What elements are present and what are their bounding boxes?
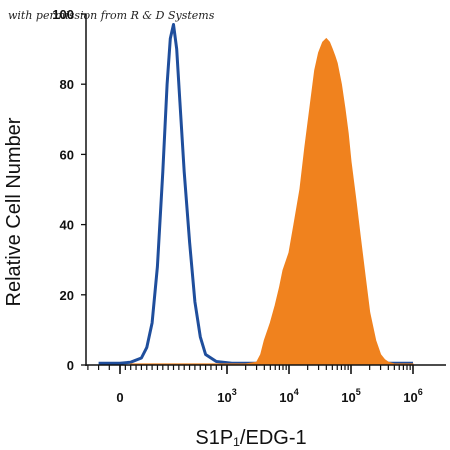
y-tick-label: 40	[60, 218, 74, 233]
y-tick-label: 100	[52, 7, 74, 22]
series-0-outline-histogram	[98, 23, 413, 365]
watermark-credit: with permission from R & D Systems	[8, 9, 215, 22]
x-axis-title: S1P₁/EDG-1	[195, 427, 306, 449]
series-layer	[98, 23, 414, 366]
x-tick-label: 105	[341, 387, 360, 405]
series-1-filled-histogram	[130, 37, 414, 366]
x-tick-label: 0	[116, 390, 123, 405]
x-tick-label: 104	[279, 387, 298, 405]
x-tick-label: 106	[403, 387, 422, 405]
y-tick-label: 0	[67, 358, 74, 373]
axes-layer	[85, 14, 446, 366]
y-tick-label: 20	[60, 288, 74, 303]
y-tick-label: 60	[60, 147, 74, 162]
y-tick-label: 80	[60, 77, 74, 92]
x-tick-label: 103	[217, 387, 236, 405]
ticks-layer: 0 20 40 60 80 100 0 103 104 105 106	[52, 7, 422, 405]
y-axis-title: Relative Cell Number	[3, 117, 25, 306]
